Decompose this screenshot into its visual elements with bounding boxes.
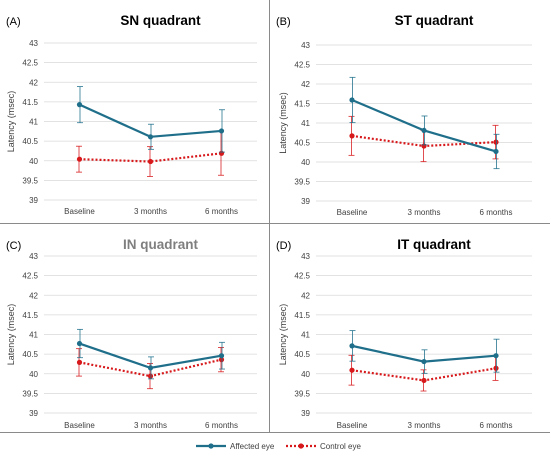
affected-eye-point	[147, 134, 154, 140]
y-axis-label: Latency (msec)	[6, 91, 16, 153]
y-tick-label: 43	[301, 41, 310, 50]
y-tick-label: 41.5	[22, 311, 38, 320]
y-tick-label: 41.5	[294, 100, 310, 109]
y-tick-label: 43	[29, 252, 38, 261]
control-eye-point	[493, 139, 499, 145]
y-tick-label: 41	[29, 331, 38, 340]
control-eye-point	[421, 377, 427, 384]
control-eye-point	[349, 133, 355, 139]
affected-eye-point	[421, 358, 427, 365]
control-eye-point	[421, 143, 427, 149]
panel-label: (A)	[6, 16, 21, 28]
affected-eye-point	[76, 102, 83, 108]
y-tick-label: 39.5	[22, 389, 38, 398]
y-tick-label: 40.5	[294, 350, 310, 359]
affected-eye-line	[79, 342, 222, 369]
y-tick-label: 40.5	[22, 137, 38, 146]
y-tick-label: 41	[301, 119, 310, 128]
y-tick-label: 40	[29, 370, 38, 379]
y-tick-label: 43	[29, 39, 38, 48]
y-tick-label: 39	[301, 197, 310, 206]
y-axis-label: Latency (msec)	[278, 92, 288, 154]
chart-title: IT quadrant	[397, 237, 471, 252]
affected-eye-point	[493, 353, 499, 359]
x-tick-label: 3 months	[408, 208, 441, 217]
y-axis-label: Latency (msec)	[278, 304, 288, 366]
affected-eye-point	[349, 343, 355, 349]
y-tick-label: 39.5	[294, 389, 310, 398]
affected-eye-point	[76, 340, 83, 347]
legend-control-marker	[298, 443, 304, 449]
horizontal-divider	[0, 223, 550, 224]
x-tick-label: 6 months	[205, 207, 238, 216]
y-tick-label: 42.5	[294, 61, 310, 70]
control-eye-point	[147, 373, 154, 379]
y-tick-label: 42.5	[294, 272, 310, 281]
y-tick-label: 40	[29, 157, 38, 166]
affected-eye-line	[79, 103, 222, 138]
panel-1: (B) ST quadrant 39 39.5 40 40.5 41 41.5 42 42.5 43…	[276, 13, 532, 217]
y-tick-label: 41	[29, 118, 38, 127]
y-tick-label: 42.5	[22, 59, 38, 68]
panel-0: (A) SN quadrant 39 39.5 40 40.5 41 41.5 42 42.5 43…	[6, 13, 257, 216]
affected-eye-point	[349, 97, 355, 103]
control-eye-point	[76, 359, 83, 365]
x-tick-label: 6 months	[480, 421, 513, 430]
chart-title: ST quadrant	[395, 13, 474, 28]
y-tick-label: 39	[301, 409, 310, 418]
control-eye-point	[218, 357, 225, 363]
y-tick-label: 42.5	[22, 272, 38, 281]
x-tick-label: 3 months	[408, 421, 441, 430]
y-tick-label: 42	[301, 291, 310, 300]
figure-bottom-border	[0, 432, 550, 433]
y-tick-label: 40.5	[294, 139, 310, 148]
affected-eye-point	[421, 127, 427, 134]
panel-label: (C)	[6, 240, 21, 252]
chart-title: IN quadrant	[123, 237, 199, 252]
x-tick-label: 3 months	[134, 421, 167, 430]
control-eye-point	[76, 156, 83, 162]
x-tick-label: Baseline	[337, 421, 368, 430]
panel-2: (C) IN quadrant 39 39.5 40 40.5 41 41.5 42 42.5 43…	[6, 237, 257, 430]
panel-label: (B)	[276, 16, 291, 28]
legend-control-label: Control eye	[320, 442, 361, 451]
x-tick-label: Baseline	[337, 208, 368, 217]
control-eye-point	[147, 158, 154, 165]
chart-title: SN quadrant	[120, 13, 201, 28]
vertical-divider	[269, 0, 270, 432]
affected-eye-point	[147, 365, 154, 371]
control-eye-point	[493, 365, 499, 371]
y-tick-label: 41	[301, 331, 310, 340]
y-tick-label: 39	[29, 196, 38, 205]
y-tick-label: 39.5	[22, 176, 38, 185]
affected-eye-point	[218, 353, 225, 359]
y-tick-label: 41.5	[22, 98, 38, 107]
legend-affected-label: Affected eye	[230, 442, 275, 451]
y-tick-label: 43	[301, 252, 310, 261]
x-tick-label: 6 months	[480, 208, 513, 217]
y-tick-label: 39.5	[294, 178, 310, 187]
y-tick-label: 40.5	[22, 350, 38, 359]
x-tick-label: 6 months	[205, 421, 238, 430]
affected-eye-point	[493, 148, 499, 155]
x-tick-label: Baseline	[64, 207, 95, 216]
panel-3: (D) IT quadrant 39 39.5 40 40.5 41 41.5 42 42.5 43…	[276, 237, 532, 430]
control-eye-point	[218, 150, 225, 156]
control-eye-point	[349, 367, 355, 373]
y-tick-label: 41.5	[294, 311, 310, 320]
y-tick-label: 39	[29, 409, 38, 418]
y-axis-label: Latency (msec)	[6, 304, 16, 366]
y-tick-label: 42	[29, 291, 38, 300]
affected-eye-point	[218, 128, 225, 134]
y-tick-label: 40	[301, 158, 310, 167]
legend: Affected eye Control eye	[196, 442, 361, 451]
x-tick-label: 3 months	[134, 207, 167, 216]
panel-label: (D)	[276, 240, 291, 252]
y-tick-label: 42	[301, 80, 310, 89]
x-tick-label: Baseline	[64, 421, 95, 430]
y-tick-label: 40	[301, 370, 310, 379]
y-tick-label: 42	[29, 78, 38, 87]
legend-affected-marker	[208, 443, 214, 449]
